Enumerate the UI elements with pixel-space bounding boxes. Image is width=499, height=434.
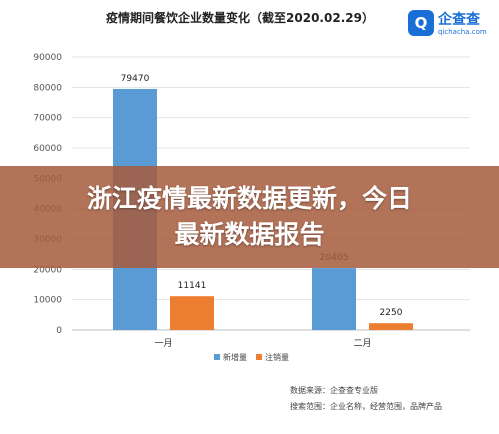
data-label: 2250: [380, 308, 403, 318]
y-tick-label: 90000: [33, 53, 62, 63]
y-tick-label: 0: [56, 326, 62, 336]
headline-banner: 浙江疫情最新数据更新，今日 最新数据报告: [0, 166, 499, 268]
qichacha-logo: Q 企查查 qichacha.com: [408, 8, 492, 40]
logo-url: qichacha.com: [438, 28, 487, 36]
category-label: 一月: [154, 338, 172, 349]
data-label: 79470: [121, 74, 150, 84]
bar-1-1: [369, 323, 413, 330]
y-tick-label: 70000: [33, 114, 62, 124]
y-tick-label: 80000: [33, 83, 62, 93]
legend-swatch: [214, 354, 220, 360]
bar-0-1: [170, 296, 214, 330]
legend-label: 注销量: [265, 352, 289, 362]
category-label: 二月: [353, 338, 371, 349]
y-tick-label: 60000: [33, 144, 62, 154]
source-line-2: 搜索范围：企业名称，经营范围，品牌产品: [290, 401, 442, 411]
legend: 新增量 注销量: [214, 352, 289, 362]
x-axis-categories: 一月 二月: [154, 338, 371, 349]
legend-label: 新增量: [223, 352, 247, 362]
y-tick-label: 20000: [33, 265, 62, 275]
source-line-1: 数据来源：企查查专业版: [290, 385, 378, 395]
logo-mark-icon: Q: [408, 10, 434, 36]
chart-title: 疫情期间餐饮企业数量变化（截至2020.02.29）: [106, 10, 374, 25]
legend-swatch: [256, 354, 262, 360]
y-tick-label: 10000: [33, 296, 62, 306]
headline-line-1: 浙江疫情最新数据更新，今日: [86, 184, 412, 213]
headline-line-2: 最新数据报告: [174, 220, 325, 249]
bar-1-0: [312, 268, 356, 330]
data-label: 11141: [178, 281, 207, 291]
logo-name: 企查查: [438, 12, 480, 28]
